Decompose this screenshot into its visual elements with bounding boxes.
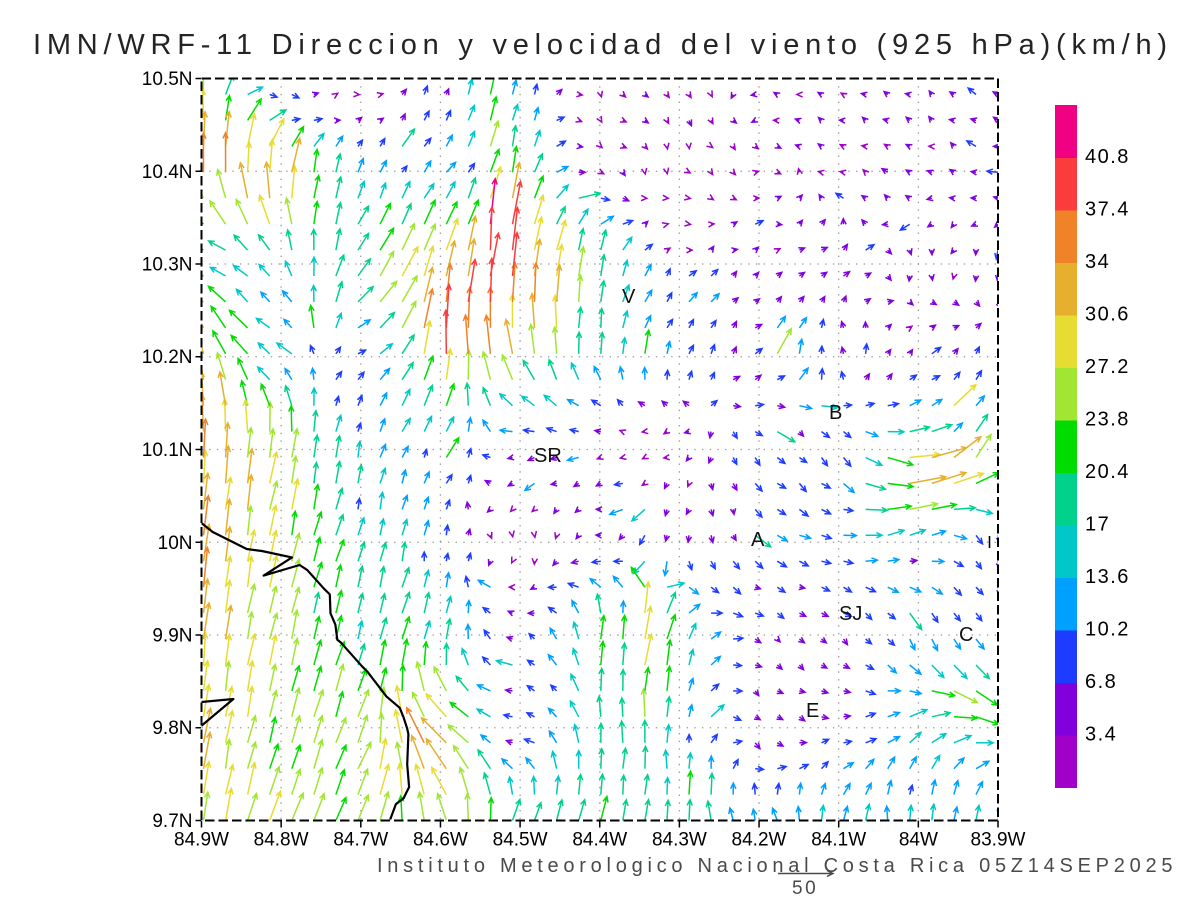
svg-text:9.8N: 9.8N [152,718,192,739]
svg-text:V: V [622,286,636,308]
svg-text:10.2: 10.2 [1085,619,1130,641]
svg-text:9.7N: 9.7N [152,811,192,832]
svg-text:84.8W: 84.8W [254,830,309,851]
svg-text:6.8: 6.8 [1085,671,1117,693]
svg-text:84.7W: 84.7W [333,830,388,851]
svg-text:C: C [959,624,973,646]
svg-text:34: 34 [1085,251,1110,273]
svg-text:10N: 10N [158,533,193,554]
svg-text:SJ: SJ [839,603,862,625]
svg-text:A: A [751,529,765,551]
svg-text:3.4: 3.4 [1085,724,1117,746]
svg-text:84.2W: 84.2W [732,830,787,851]
svg-text:84.4W: 84.4W [572,830,627,851]
svg-text:84.1W: 84.1W [811,830,866,851]
svg-text:10.4N: 10.4N [142,162,193,183]
svg-text:SR: SR [534,445,562,467]
svg-text:10.2N: 10.2N [142,347,193,368]
svg-text:10.3N: 10.3N [142,255,193,276]
svg-text:84.5W: 84.5W [493,830,548,851]
svg-text:17: 17 [1085,514,1110,536]
svg-text:84.6W: 84.6W [413,830,468,851]
svg-text:10.5N: 10.5N [142,69,193,90]
svg-text:84.3W: 84.3W [652,830,707,851]
svg-text:B: B [829,402,842,424]
svg-text:10.1N: 10.1N [142,440,193,461]
svg-text:9.9N: 9.9N [152,626,192,647]
svg-text:40.8: 40.8 [1085,146,1130,168]
svg-text:E: E [806,700,819,722]
svg-text:84.9W: 84.9W [174,830,229,851]
svg-text:13.6: 13.6 [1085,566,1130,588]
svg-text:27.2: 27.2 [1085,356,1130,378]
svg-text:84W: 84W [899,830,938,851]
svg-text:83.9W: 83.9W [971,830,1026,851]
svg-text:23.8: 23.8 [1085,409,1130,431]
svg-text:30.6: 30.6 [1085,304,1130,326]
svg-text:20.4: 20.4 [1085,461,1130,483]
svg-text:37.4: 37.4 [1085,199,1130,221]
